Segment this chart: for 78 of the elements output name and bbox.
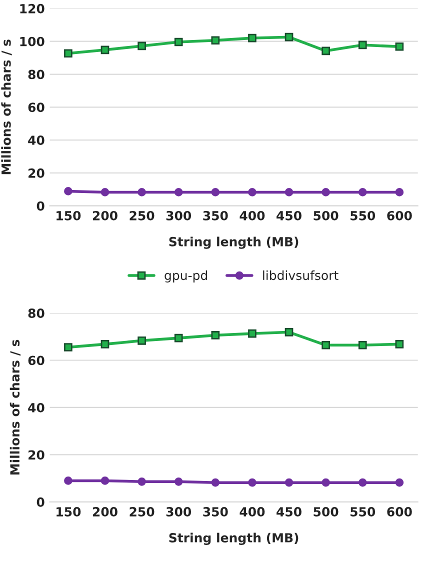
point — [138, 188, 146, 196]
y-axis-title: Millions of chars / s — [10, 340, 21, 474]
x-tick-label: 350 — [203, 210, 228, 220]
x-tick-label: 550 — [350, 210, 376, 220]
x-axis-title: String length (MB) — [169, 236, 298, 249]
point — [211, 331, 220, 340]
x-tick-label: 600 — [387, 507, 412, 516]
point — [248, 34, 256, 42]
point — [100, 46, 110, 54]
x-tick-label: 450 — [276, 210, 302, 220]
y-tick-label: 40 — [28, 136, 44, 145]
point — [322, 46, 330, 56]
point — [211, 188, 220, 196]
point — [248, 329, 256, 338]
x-tick-label: 200 — [92, 210, 118, 220]
y-tick-label: 60 — [28, 356, 44, 366]
point — [284, 328, 294, 336]
point — [138, 477, 146, 486]
point — [358, 40, 367, 50]
legend-label: gpu-pd — [164, 270, 208, 283]
x-tick-label: 300 — [166, 507, 192, 516]
point — [64, 49, 72, 58]
point — [211, 478, 220, 487]
point — [248, 188, 256, 196]
point — [100, 476, 110, 485]
y-tick-label: 20 — [28, 450, 44, 460]
point — [395, 42, 404, 51]
point — [358, 340, 367, 350]
point — [138, 336, 146, 345]
point — [284, 32, 294, 42]
x-axis-title: String length (MB) — [169, 532, 298, 546]
point — [322, 340, 330, 350]
x-tick-label: 400 — [240, 210, 265, 220]
x-tick-label: 150 — [56, 210, 81, 220]
point — [358, 188, 367, 196]
point — [322, 188, 330, 196]
point — [174, 188, 183, 196]
y-tick-label: 0 — [36, 201, 44, 211]
y-tick-label: 120 — [20, 4, 44, 14]
point — [395, 188, 404, 196]
point — [174, 334, 183, 342]
x-tick-label: 350 — [203, 507, 228, 516]
x-tick-label: 500 — [314, 507, 338, 516]
x-tick-label: 600 — [387, 210, 412, 220]
x-tick-label: 450 — [276, 507, 302, 516]
x-tick-label: 150 — [56, 507, 81, 516]
point — [395, 340, 404, 348]
x-tick-label: 200 — [92, 507, 118, 516]
point — [358, 478, 367, 487]
x-tick-label: 550 — [350, 507, 376, 516]
y-tick-label: 80 — [28, 308, 44, 318]
x-tick-label: 300 — [166, 210, 192, 220]
x-tick-label: 400 — [240, 507, 265, 516]
y-tick-label: 40 — [28, 402, 44, 412]
y-tick-label: 100 — [20, 36, 44, 46]
point — [211, 36, 220, 45]
point — [100, 188, 110, 196]
point — [174, 38, 183, 46]
point — [284, 478, 294, 487]
point — [174, 477, 183, 486]
point — [248, 478, 256, 487]
y-tick-label: 20 — [28, 168, 44, 178]
y-tick-label: 0 — [36, 497, 44, 507]
y-tick-label: 60 — [28, 102, 44, 112]
legend-label: libdivsufsort — [263, 270, 338, 280]
x-tick-label: 250 — [130, 507, 154, 516]
point — [284, 188, 294, 196]
point — [64, 187, 72, 196]
point — [395, 478, 404, 487]
y-axis-title: Millions of chars / s — [1, 40, 12, 174]
point — [100, 340, 110, 348]
x-tick-label: 250 — [130, 210, 154, 220]
y-tick-label: 80 — [28, 70, 44, 80]
point — [322, 478, 330, 487]
point — [64, 343, 72, 352]
point — [138, 42, 146, 50]
point — [64, 476, 72, 485]
x-tick-label: 500 — [314, 210, 338, 220]
